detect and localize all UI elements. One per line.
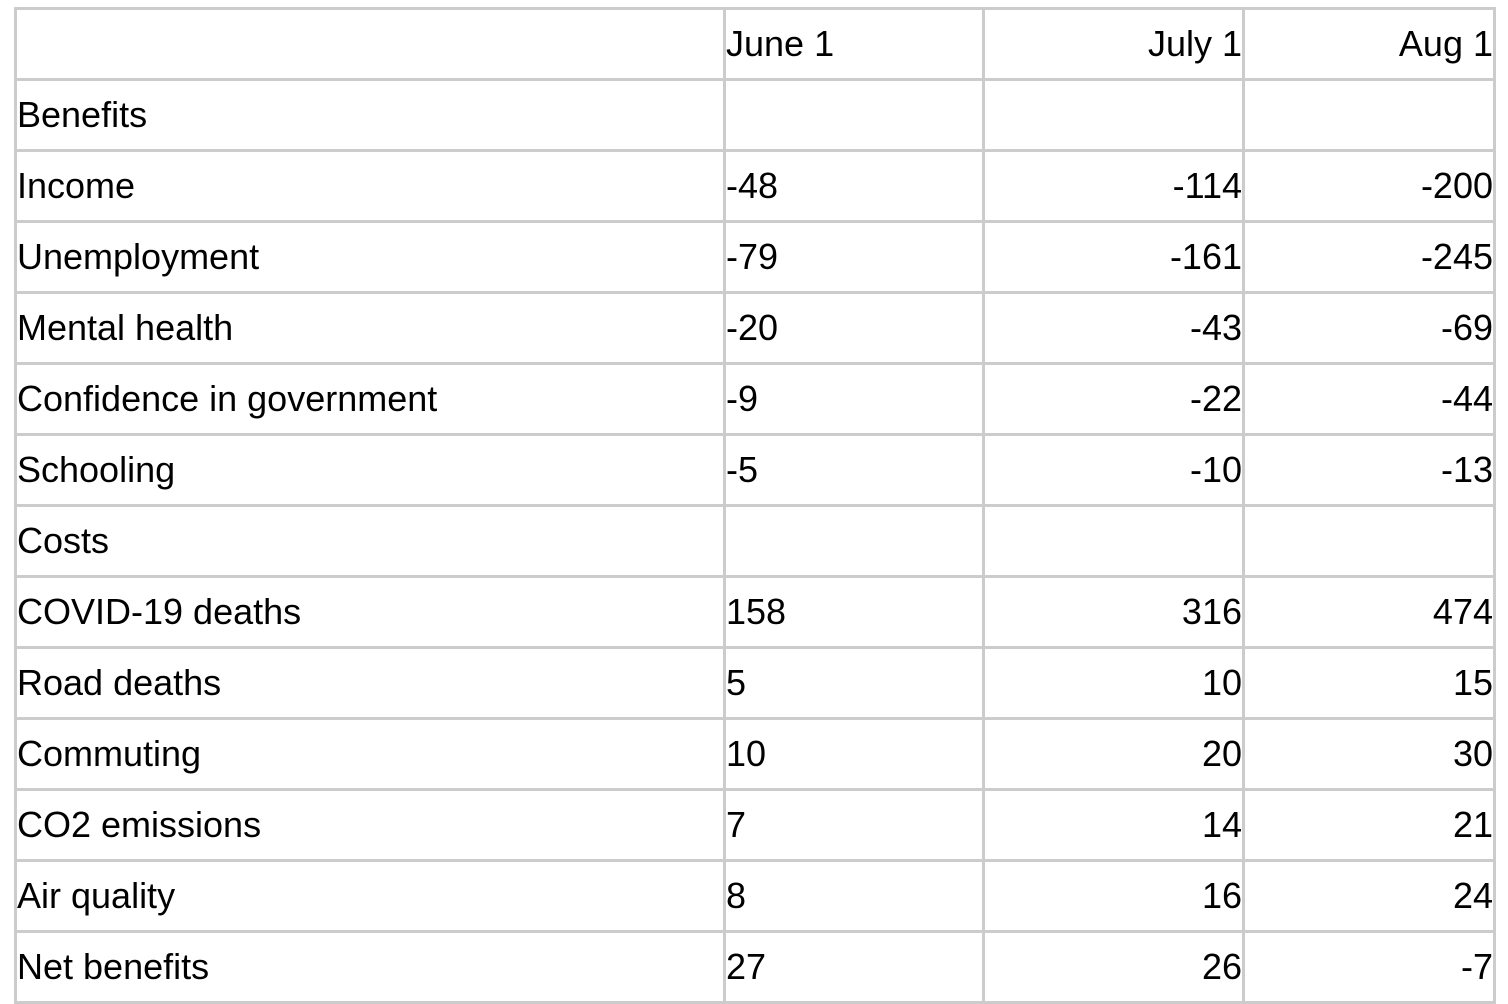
row-label-cell: Unemployment [14, 220, 726, 294]
table-row-commuting: Commuting 10 20 30 [14, 717, 1496, 791]
value-cell: 26 [982, 930, 1245, 1004]
table-row-net-benefits: Net benefits 27 26 -7 [14, 930, 1496, 1004]
table-row-income: Income -48 -114 -200 [14, 149, 1496, 223]
value-cell: 16 [982, 859, 1245, 933]
header-july-1: July 1 [982, 7, 1245, 81]
value-cell [982, 504, 1245, 578]
value-cell: 24 [1242, 859, 1496, 933]
value-cell: -13 [1242, 433, 1496, 507]
value-cell: -20 [723, 291, 985, 365]
row-label-cell: Commuting [14, 717, 726, 791]
value-cell: 30 [1242, 717, 1496, 791]
header-aug-1: Aug 1 [1242, 7, 1496, 81]
value-cell [723, 504, 985, 578]
value-cell [1242, 78, 1496, 152]
value-cell: -200 [1242, 149, 1496, 223]
table-row-costs-section: Costs [14, 504, 1496, 578]
table-row-co2-emissions: CO2 emissions 7 14 21 [14, 788, 1496, 862]
value-cell: -48 [723, 149, 985, 223]
value-cell: -43 [982, 291, 1245, 365]
value-cell: -161 [982, 220, 1245, 294]
table-row-mental-health: Mental health -20 -43 -69 [14, 291, 1496, 365]
table-row-road-deaths: Road deaths 5 10 15 [14, 646, 1496, 720]
value-cell: -69 [1242, 291, 1496, 365]
table-row-air-quality: Air quality 8 16 24 [14, 859, 1496, 933]
table-header-row: June 1 July 1 Aug 1 [14, 7, 1496, 81]
value-cell: 14 [982, 788, 1245, 862]
row-label-cell: Net benefits [14, 930, 726, 1004]
table-row-benefits-section: Benefits [14, 78, 1496, 152]
header-june-1: June 1 [723, 7, 985, 81]
value-cell: 10 [982, 646, 1245, 720]
value-cell: 7 [723, 788, 985, 862]
row-label-cell: Confidence in government [14, 362, 726, 436]
row-label-cell: Costs [14, 504, 726, 578]
table-row-unemployment: Unemployment -79 -161 -245 [14, 220, 1496, 294]
header-empty-cell [14, 7, 726, 81]
table-row-confidence-in-government: Confidence in government -9 -22 -44 [14, 362, 1496, 436]
row-label-cell: CO2 emissions [14, 788, 726, 862]
value-cell: 316 [982, 575, 1245, 649]
value-cell: 8 [723, 859, 985, 933]
value-cell [723, 78, 985, 152]
table-row-schooling: Schooling -5 -10 -13 [14, 433, 1496, 507]
row-label-cell: Benefits [14, 78, 726, 152]
value-cell: -245 [1242, 220, 1496, 294]
value-cell [1242, 504, 1496, 578]
value-cell: 27 [723, 930, 985, 1004]
value-cell: 474 [1242, 575, 1496, 649]
value-cell: 15 [1242, 646, 1496, 720]
value-cell: -44 [1242, 362, 1496, 436]
row-label-cell: Mental health [14, 291, 726, 365]
value-cell: 21 [1242, 788, 1496, 862]
cost-benefit-table: June 1 July 1 Aug 1 Benefits Income -48 … [14, 7, 1496, 1004]
value-cell: 10 [723, 717, 985, 791]
value-cell [982, 78, 1245, 152]
value-cell: -5 [723, 433, 985, 507]
row-label-cell: COVID-19 deaths [14, 575, 726, 649]
value-cell: -9 [723, 362, 985, 436]
value-cell: -114 [982, 149, 1245, 223]
table-row-covid-19-deaths: COVID-19 deaths 158 316 474 [14, 575, 1496, 649]
value-cell: -22 [982, 362, 1245, 436]
value-cell: -79 [723, 220, 985, 294]
value-cell: 5 [723, 646, 985, 720]
row-label-cell: Road deaths [14, 646, 726, 720]
row-label-cell: Income [14, 149, 726, 223]
value-cell: -7 [1242, 930, 1496, 1004]
row-label-cell: Schooling [14, 433, 726, 507]
value-cell: -10 [982, 433, 1245, 507]
value-cell: 20 [982, 717, 1245, 791]
value-cell: 158 [723, 575, 985, 649]
row-label-cell: Air quality [14, 859, 726, 933]
